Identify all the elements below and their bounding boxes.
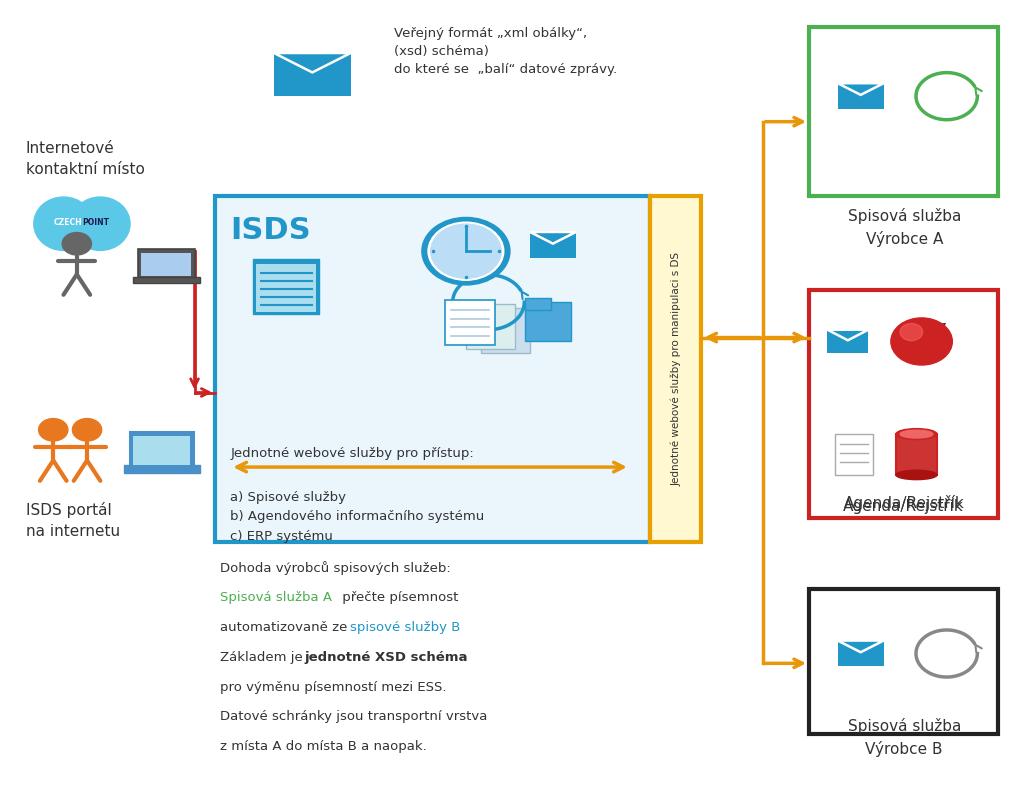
FancyBboxPatch shape [466, 304, 515, 349]
Text: POINT: POINT [82, 218, 109, 228]
FancyBboxPatch shape [835, 434, 873, 475]
FancyBboxPatch shape [809, 290, 998, 518]
Text: Spisová služba
Výrobce A: Spisová služba Výrobce A [848, 208, 961, 246]
Text: Internetové
kontaktní místo: Internetové kontaktní místo [26, 141, 144, 177]
FancyBboxPatch shape [130, 432, 194, 467]
FancyBboxPatch shape [215, 196, 650, 542]
Bar [827, 330, 868, 353]
FancyBboxPatch shape [445, 300, 495, 345]
Text: ISDS: ISDS [230, 216, 311, 245]
Text: spisové služby B: spisové služby B [350, 621, 461, 634]
FancyBboxPatch shape [124, 465, 200, 473]
FancyBboxPatch shape [256, 264, 316, 312]
Ellipse shape [34, 197, 93, 250]
Ellipse shape [900, 430, 933, 438]
Circle shape [431, 225, 501, 278]
Text: Dohoda výrobců spisových služeb:: Dohoda výrobců spisových služeb: [220, 561, 451, 575]
Circle shape [73, 418, 101, 441]
Polygon shape [838, 641, 884, 652]
Circle shape [62, 232, 91, 255]
Polygon shape [530, 232, 575, 243]
FancyBboxPatch shape [138, 249, 195, 279]
FancyBboxPatch shape [809, 27, 998, 196]
Circle shape [428, 222, 504, 280]
Text: Základem je: Základem je [220, 651, 307, 664]
Text: ISDS portál
na internetu: ISDS portál na internetu [26, 502, 120, 539]
Circle shape [900, 323, 923, 341]
Circle shape [891, 318, 952, 365]
Text: Jednotné webové služby pro přístup:: Jednotné webové služby pro přístup: [230, 447, 474, 461]
Ellipse shape [896, 470, 937, 480]
FancyBboxPatch shape [896, 434, 937, 475]
FancyBboxPatch shape [525, 302, 571, 341]
FancyBboxPatch shape [809, 589, 998, 734]
FancyBboxPatch shape [133, 277, 200, 283]
Text: Spisová služba
Výrobce B: Spisová služba Výrobce B [848, 718, 961, 757]
Ellipse shape [71, 197, 130, 250]
Text: Datové schránky jsou transportní vrstva: Datové schránky jsou transportní vrstva [220, 710, 487, 724]
FancyBboxPatch shape [481, 308, 530, 353]
Text: Spisová služba A: Spisová služba A [220, 591, 332, 604]
Ellipse shape [896, 429, 937, 440]
Polygon shape [827, 330, 868, 340]
Text: přečte písemnost: přečte písemnost [338, 591, 459, 604]
Bar [838, 641, 884, 666]
Text: Agenda/Rejstřík: Agenda/Rejstřík [844, 498, 964, 514]
Bar [530, 232, 577, 258]
Text: a) Spisové služby
b) Agendového informačního systému
c) ERP systému: a) Spisové služby b) Agendového informač… [230, 491, 484, 542]
FancyBboxPatch shape [133, 436, 190, 465]
FancyBboxPatch shape [141, 253, 191, 276]
Polygon shape [838, 83, 884, 95]
Text: Jednotné webové služby pro manipulaci s DS: Jednotné webové služby pro manipulaci s … [671, 252, 681, 486]
Text: pro výměnu písemností mezi ESS.: pro výměnu písemností mezi ESS. [220, 681, 446, 694]
Bar [274, 53, 350, 96]
Text: jednotné XSD schéma: jednotné XSD schéma [304, 651, 468, 664]
Text: Agenda/Rejstřík: Agenda/Rejstřík [844, 495, 965, 510]
Text: CZECH: CZECH [53, 218, 82, 228]
Text: Veřejný formát „xml obálky“,
(xsd) schéma)
do které se  „balí“ datové zprávy.: Veřejný formát „xml obálky“, (xsd) schém… [394, 27, 617, 76]
Bar [838, 83, 884, 109]
Circle shape [422, 217, 510, 285]
Circle shape [39, 418, 68, 441]
Text: z místa A do místa B a naopak.: z místa A do místa B a naopak. [220, 740, 427, 754]
Text: automatizovaně ze: automatizovaně ze [220, 621, 352, 634]
Polygon shape [274, 53, 350, 72]
FancyBboxPatch shape [650, 196, 701, 542]
FancyBboxPatch shape [253, 259, 319, 314]
FancyBboxPatch shape [525, 298, 551, 310]
